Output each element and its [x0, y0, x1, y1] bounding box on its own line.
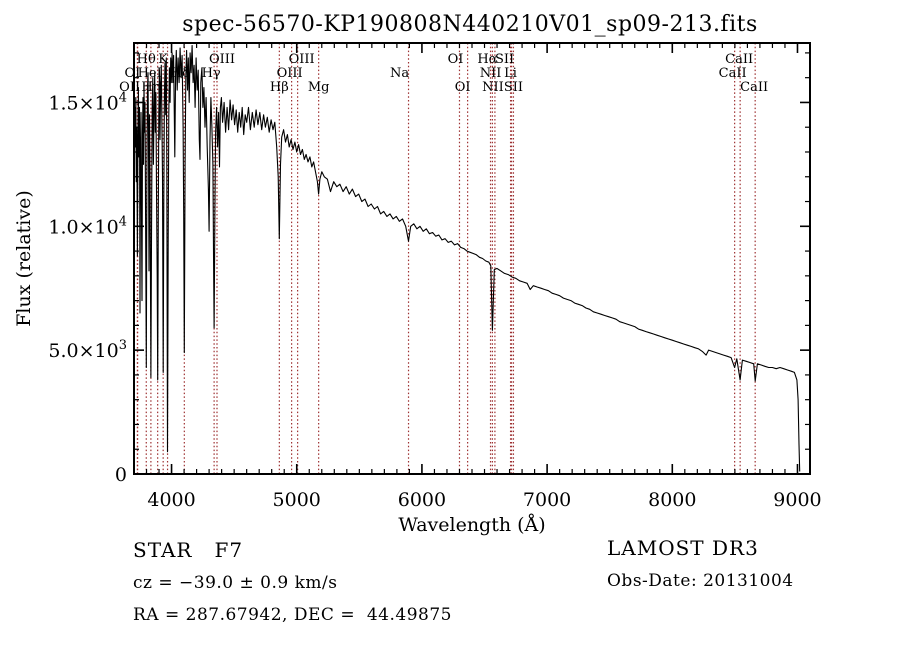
ra-dec-label: RA = 287.67942, DEC = 44.49875: [133, 605, 452, 625]
obs-date-label: Obs-Date: 20131004: [607, 571, 794, 591]
x-tick-label: 7000: [523, 489, 571, 511]
spectral-line-label: NII: [482, 80, 504, 95]
spectral-line-label: OII: [119, 80, 140, 95]
spectral-line-label: CaII: [725, 52, 753, 67]
y-tick-label: 1.0×104: [48, 214, 127, 238]
spectral-line-label: Hγ: [202, 66, 221, 81]
spectral-line-label: HeI: [138, 66, 162, 81]
spectral-line-label: CaII: [719, 66, 747, 81]
spectrum-trace: [133, 44, 801, 472]
spectral-line-label: CaII: [740, 80, 768, 95]
spectral-line-label: Hη: [141, 80, 160, 95]
y-axis-title: Flux (relative): [13, 190, 35, 327]
y-tick-label: 1.5×104: [48, 90, 127, 114]
spectral-line-label: Li: [504, 66, 517, 81]
x-tick-label: 5000: [273, 489, 321, 511]
spectral-line-label: NII: [480, 66, 502, 81]
cz-velocity-label: cz = −39.0 ± 0.9 km/s: [133, 573, 338, 593]
x-tick-label: 4000: [147, 489, 195, 511]
plot-frame: [133, 42, 811, 475]
spectral-line-label: K: [158, 52, 168, 67]
spectral-line-label: SII: [504, 80, 523, 95]
y-tick-label: 5.0×103: [48, 338, 127, 362]
x-tick-label: 6000: [398, 489, 446, 511]
x-tick-label: 8000: [648, 489, 696, 511]
object-class-label: STAR F7: [133, 538, 244, 562]
spectral-line-label: OI: [124, 66, 140, 81]
spectral-line-label: Hβ: [270, 80, 289, 95]
spectral-line-label: OIII: [277, 66, 303, 81]
spectral-line-label: OIII: [209, 52, 235, 67]
spectral-line-label: Hθ: [137, 52, 156, 67]
spectral-line-label: OI: [448, 52, 464, 67]
spectral-line-label: OIII: [289, 52, 315, 67]
page-title: spec-56570-KP190808N440210V01_sp09-213.f…: [182, 12, 758, 37]
spectral-line-label: H: [158, 80, 169, 95]
spectral-line-label: Mg: [308, 80, 330, 95]
survey-release-label: LAMOST DR3: [607, 536, 759, 560]
spectral-line-label: Hα: [477, 52, 497, 67]
spectral-line-label: Na: [390, 66, 409, 81]
y-tick-label: 0: [115, 464, 127, 486]
spectral-line-label: SII: [495, 52, 514, 67]
x-tick-label: 9000: [773, 489, 821, 511]
x-axis-title: Wavelength (Å): [398, 514, 545, 536]
spectral-line-label: OI: [455, 80, 471, 95]
